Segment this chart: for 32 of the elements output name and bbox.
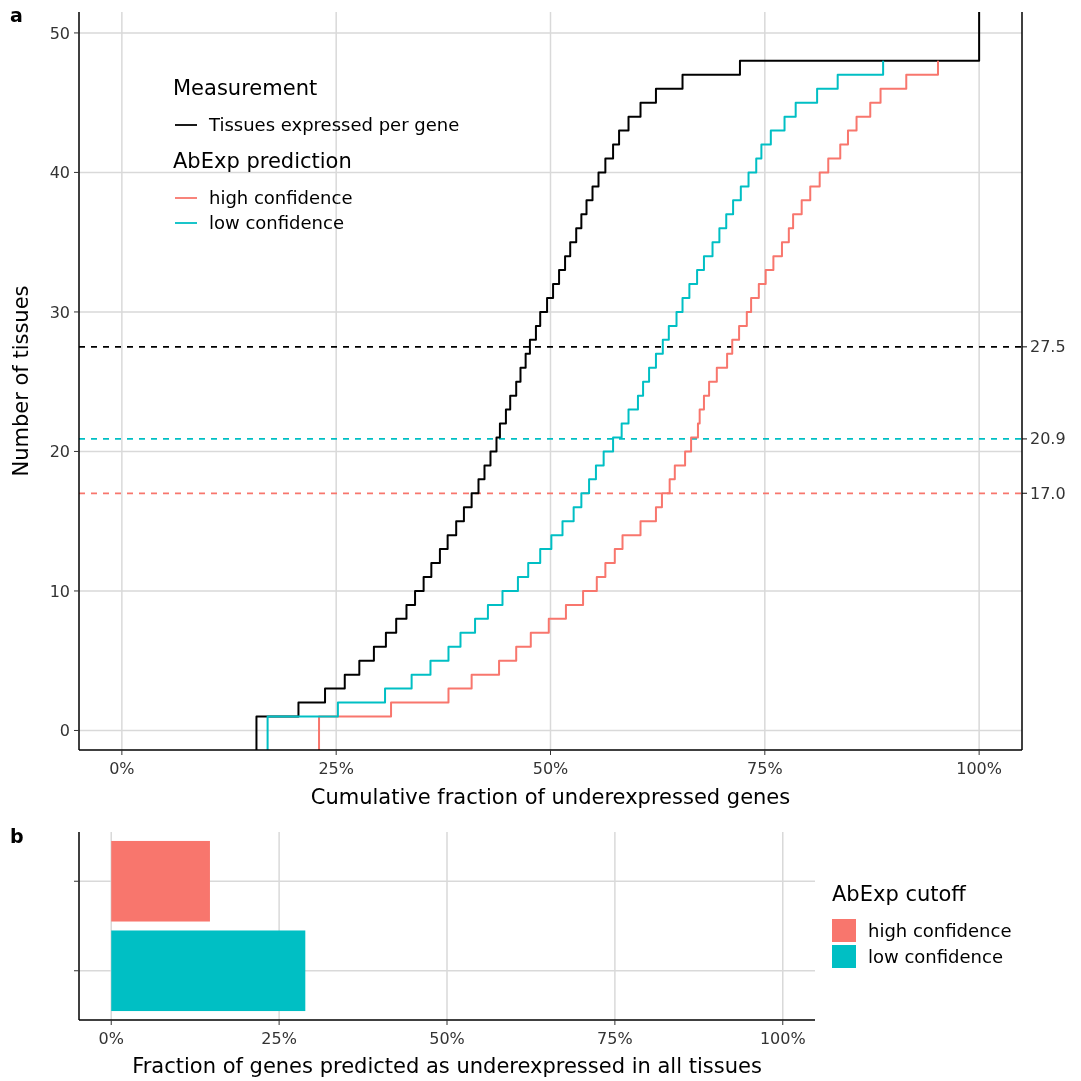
legend-title: Measurement <box>173 76 318 100</box>
y-tick-label: 50 <box>49 23 70 43</box>
legend-label: Tissues expressed per gene <box>208 114 460 135</box>
y-axis-title: Number of tissues <box>9 285 33 477</box>
legend-label: high confidence <box>209 187 353 208</box>
ref-line-label: 27.5 <box>1030 337 1066 357</box>
x-tick-label: 50% <box>429 1029 465 1048</box>
x-tick-label: 100% <box>759 1029 806 1048</box>
y-tick-label: 0 <box>59 721 70 741</box>
ref-line-label: 17.0 <box>1030 483 1066 503</box>
x-tick-label: 0% <box>98 1029 124 1048</box>
y-tick-label: 20 <box>49 442 70 462</box>
x-tick-label: 50% <box>532 759 569 778</box>
annotation: AbExp prediction <box>173 149 352 173</box>
y-tick-label: 40 <box>49 163 70 183</box>
ref-line-label: 20.9 <box>1030 429 1066 449</box>
legend-title: AbExp cutoff <box>832 882 967 906</box>
legend-label: high confidence <box>868 920 1012 941</box>
chart-title: a <box>10 4 23 26</box>
legend-label: low confidence <box>868 946 1003 967</box>
chart-title: b <box>10 825 24 847</box>
x-tick-label: 25% <box>261 1029 297 1048</box>
x-tick-label: 75% <box>597 1029 633 1048</box>
x-axis-title: Fraction of genes predicted as underexpressed in all tissues <box>132 1054 762 1078</box>
x-axis-title: Cumulative fraction of underexpressed genes <box>310 785 791 809</box>
x-tick-label: 25% <box>318 759 354 778</box>
x-tick-label: 0% <box>109 759 135 778</box>
x-tick-label: 75% <box>747 759 783 778</box>
x-tick-label: 100% <box>956 759 1003 778</box>
legend-label: low confidence <box>209 212 344 233</box>
y-tick-label: 30 <box>49 302 70 322</box>
y-tick-label: 10 <box>49 581 70 601</box>
